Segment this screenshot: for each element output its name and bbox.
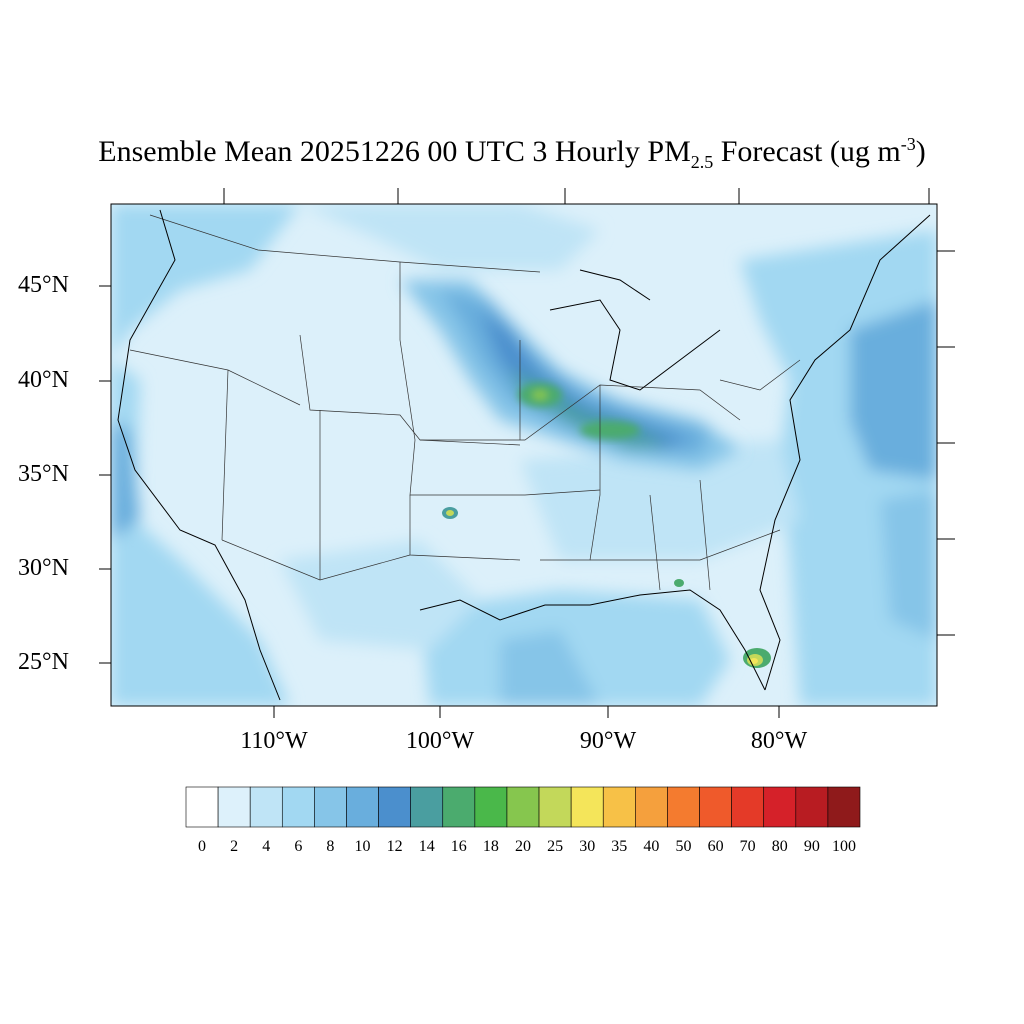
florida-panhandle-hotspot (674, 579, 684, 587)
colorbar-label: 35 (611, 838, 628, 855)
colorbar-label: 10 (354, 838, 371, 855)
colorbar-label: 90 (803, 838, 820, 855)
colorbar-label: 40 (643, 838, 660, 855)
lat-label-35n: 35°N (18, 461, 69, 487)
colorbar-swatch (474, 786, 508, 828)
colorbar-swatch (699, 786, 732, 828)
colorbar-label: 18 (482, 838, 499, 855)
lon-label-90w: 90°W (579, 728, 637, 754)
colorbar-label: 16 (450, 838, 467, 855)
axis-ticks (99, 188, 955, 718)
colorbar-swatch (763, 786, 797, 828)
colorbar-swatch (249, 786, 283, 828)
colorbar-swatch (185, 786, 219, 828)
map-frame (110, 203, 938, 707)
colorbar-swatch (827, 786, 861, 828)
lon-label-110w: 110°W (240, 728, 308, 754)
colorbar-swatch (378, 786, 411, 828)
colorbar-label: 0 (198, 838, 207, 855)
colorbar-swatch (538, 786, 572, 828)
colorbar-label: 12 (386, 838, 403, 855)
colorbar-swatch (635, 786, 668, 828)
colorbar-label: 6 (294, 838, 303, 855)
pm25-field (111, 204, 937, 706)
colorbar-label: 70 (739, 838, 756, 855)
colorbar-swatch (667, 786, 700, 828)
lat-label-25n: 25°N (18, 649, 69, 675)
colorbar-swatch (506, 786, 540, 828)
lat-label-40n: 40°N (18, 367, 69, 393)
colorbar-label: 2 (230, 838, 239, 855)
state-borders (129, 214, 801, 591)
colorbar-label: 80 (771, 838, 788, 855)
colorbar-swatch (442, 786, 476, 828)
colorbar-swatch (410, 786, 444, 828)
colorbar-swatch (602, 786, 636, 828)
colorbar-swatch (731, 786, 765, 828)
colorbar-swatch (281, 786, 315, 828)
colorbar-label: 4 (262, 838, 271, 855)
colorbar-label: 50 (675, 838, 692, 855)
colorbar-label: 60 (707, 838, 724, 855)
south-florida-hotspot (743, 648, 771, 668)
lat-label-30n: 30°N (18, 555, 69, 581)
colorbar-swatch (314, 786, 347, 828)
lon-label-80w: 80°W (750, 728, 808, 754)
lat-label-45n: 45°N (18, 272, 69, 298)
colorbar-label: 25 (547, 838, 564, 855)
colorbar-swatch (570, 786, 604, 828)
chart-title: Ensemble Mean 20251226 00 UTC 3 Hourly P… (98, 134, 926, 172)
coastline (117, 209, 931, 701)
colorbar (185, 786, 861, 828)
colorbar-label: 20 (515, 838, 531, 855)
colorbar-label: 100 (831, 838, 856, 855)
colorbar-swatch (346, 786, 379, 828)
lon-label-100w: 100°W (405, 728, 475, 754)
colorbar-label: 8 (326, 838, 335, 855)
colorbar-label: 14 (418, 838, 435, 855)
colorbar-label: 30 (579, 838, 596, 855)
colorbar-swatch (217, 786, 251, 828)
colorbar-swatch (795, 786, 829, 828)
oklahoma-hotspot (442, 507, 458, 519)
